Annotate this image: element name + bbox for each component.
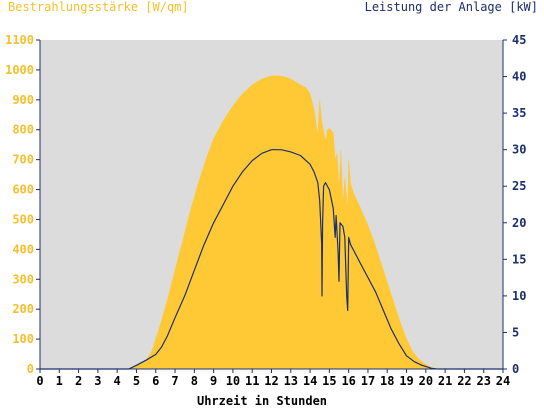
x-tick-label: 23 — [476, 374, 490, 388]
x-tick-label: 8 — [191, 374, 198, 388]
left-tick-label: 500 — [12, 212, 34, 226]
left-tick-label: 0 — [27, 362, 34, 376]
right-tick-label: 20 — [512, 216, 526, 230]
x-tick-label: 13 — [284, 374, 298, 388]
left-tick-label: 1000 — [5, 63, 34, 77]
x-tick-label: 7 — [171, 374, 178, 388]
right-tick-label: 40 — [512, 70, 526, 84]
x-ticks: 0 1 2 3 4 5 6 7 8 9 10 11 12 13 14 15 16 17 18 19 20 21 22 23 24 — [36, 369, 510, 388]
x-tick-label: 22 — [457, 374, 471, 388]
x-tick-label: 14 — [303, 374, 317, 388]
left-tick-label: 800 — [12, 123, 34, 137]
left-axis-title: Bestrahlungsstärke [W/qm] — [8, 0, 189, 14]
right-tick-label: 30 — [512, 143, 526, 157]
x-tick-label: 5 — [133, 374, 140, 388]
x-tick-label: 18 — [380, 374, 394, 388]
x-tick-label: 15 — [322, 374, 336, 388]
left-y-ticks: 0 100 200 300 400 500 600 700 800 900 1000 1100 — [5, 33, 40, 376]
right-tick-label: 35 — [512, 106, 526, 120]
right-y-ticks: 0 5 10 15 20 25 30 35 40 45 — [503, 33, 526, 376]
right-tick-label: 0 — [512, 362, 519, 376]
x-tick-label: 0 — [36, 374, 43, 388]
power-line — [40, 149, 503, 370]
x-tick-label: 3 — [94, 374, 101, 388]
right-tick-label: 45 — [512, 33, 526, 47]
x-tick-label: 4 — [114, 374, 121, 388]
right-tick-label: 25 — [512, 179, 526, 193]
left-tick-label: 700 — [12, 153, 34, 167]
x-axis-title: Uhrzeit in Stunden — [197, 394, 327, 408]
left-tick-label: 900 — [12, 93, 34, 107]
right-tick-label: 10 — [512, 289, 526, 303]
x-tick-label: 11 — [245, 374, 259, 388]
x-tick-label: 12 — [264, 374, 278, 388]
x-tick-label: 24 — [496, 374, 510, 388]
x-tick-label: 19 — [399, 374, 413, 388]
x-tick-label: 1 — [56, 374, 63, 388]
x-tick-label: 16 — [341, 374, 355, 388]
left-tick-label: 1100 — [5, 33, 34, 47]
left-tick-label: 100 — [12, 332, 34, 346]
x-tick-label: 10 — [226, 374, 240, 388]
x-tick-label: 17 — [361, 374, 375, 388]
power-line-series — [40, 149, 503, 370]
left-tick-label: 400 — [12, 242, 34, 256]
x-tick-label: 6 — [152, 374, 159, 388]
left-tick-label: 600 — [12, 183, 34, 197]
right-axis-title: Leistung der Anlage [kW] — [365, 0, 538, 14]
x-tick-label: 21 — [438, 374, 452, 388]
right-tick-label: 15 — [512, 252, 526, 266]
x-tick-label: 2 — [75, 374, 82, 388]
irradiance-area-series — [40, 75, 503, 370]
irradiance-area — [40, 75, 503, 370]
right-tick-label: 5 — [512, 325, 519, 339]
x-tick-label: 20 — [419, 374, 433, 388]
left-tick-label: 300 — [12, 272, 34, 286]
left-tick-label: 200 — [12, 302, 34, 316]
x-tick-label: 9 — [210, 374, 217, 388]
